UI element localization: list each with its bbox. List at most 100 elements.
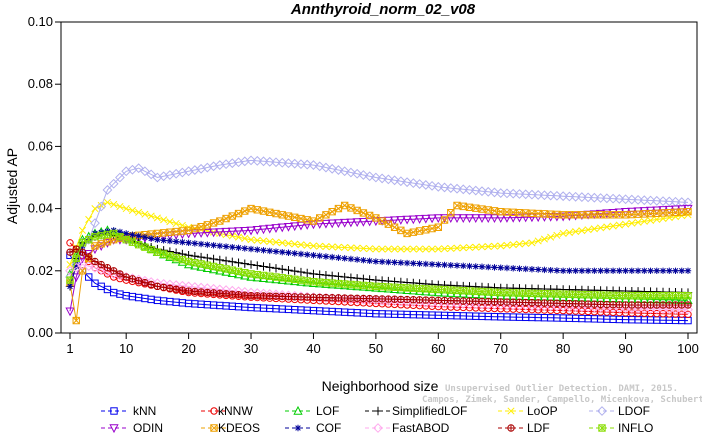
data-point [190,229,200,239]
data-point [341,243,349,252]
legend-item-simplifiedlof: SimplifiedLOF [365,404,467,418]
legend-label: KDEOS [218,421,260,434]
data-point [166,218,174,226]
data-point [172,285,180,293]
data-point [622,220,630,228]
data-point [439,182,450,193]
data-point [521,213,531,223]
x-axis-label: Neighborhood size [322,378,439,394]
data-point [228,257,237,266]
data-point [365,294,374,303]
data-point [352,168,363,179]
data-point [359,209,368,217]
data-point [653,301,661,309]
data-point [241,207,249,215]
legend-swatch-marker [597,406,607,416]
data-point [110,200,118,209]
data-point [184,287,193,295]
legend-item-inflo: INFLO [589,421,653,434]
data-point [66,283,74,290]
data-point [283,158,294,169]
data-point [653,267,660,274]
data-point [291,240,299,248]
data-point [440,216,449,224]
data-point [197,240,205,248]
data-point [509,289,517,297]
legend-label: LDF [527,421,550,434]
data-point [409,245,417,253]
series-ldf [66,245,692,309]
data-point [664,196,675,207]
data-point [684,310,692,319]
data-point [147,235,155,242]
data-point [603,300,611,309]
data-point [447,209,455,217]
data-point [272,292,280,301]
data-point [503,241,511,249]
data-point [72,316,80,325]
data-point [215,228,225,237]
data-point [327,219,337,229]
legend-swatch-marker [373,406,383,416]
data-point [309,293,318,301]
data-point [559,299,567,308]
data-point [616,267,623,274]
data-point [502,188,512,199]
legend-item-knn: kNN [101,404,156,418]
data-point [534,237,542,245]
data-point [459,297,467,305]
data-point [296,159,306,170]
data-point [360,257,367,264]
data-point [321,219,331,229]
legend-swatch-marker [110,407,118,415]
data-point [520,189,531,200]
data-point [541,266,548,274]
legend-item-loop: LoOP [498,404,558,418]
data-point [234,233,243,241]
data-point [278,292,286,301]
data-point [403,259,411,267]
data-point [322,278,330,287]
data-point [191,240,199,247]
x-tick-label: 60 [431,341,445,356]
data-point [358,217,369,227]
data-point [272,248,280,255]
data-point [289,158,300,169]
data-point [603,223,611,231]
data-point [422,260,430,268]
data-point [341,255,348,262]
data-point [471,214,481,224]
data-point [364,171,375,182]
data-point [146,169,157,180]
data-point [240,259,249,268]
data-point [508,188,519,199]
data-point [321,279,331,288]
data-point [129,231,136,238]
legend-item-odin: ODIN [101,421,163,434]
data-point [503,264,511,272]
series-cof [66,227,692,290]
data-point [634,301,642,309]
series-inflo [66,229,692,300]
data-point [684,208,692,216]
data-point [634,267,642,274]
data-point [408,215,418,225]
data-point [434,223,443,231]
data-point [303,268,312,278]
data-point [372,295,380,303]
data-point [478,243,486,251]
data-point [333,165,344,175]
data-point [671,301,680,309]
data-point [622,267,629,274]
data-point [377,173,388,184]
data-point [533,190,544,200]
data-point [172,219,180,228]
data-point [122,273,130,281]
data-point [658,196,668,207]
data-point [433,181,444,192]
data-point [234,209,243,218]
data-point [447,296,455,305]
data-point [116,228,124,236]
data-point [414,215,425,224]
